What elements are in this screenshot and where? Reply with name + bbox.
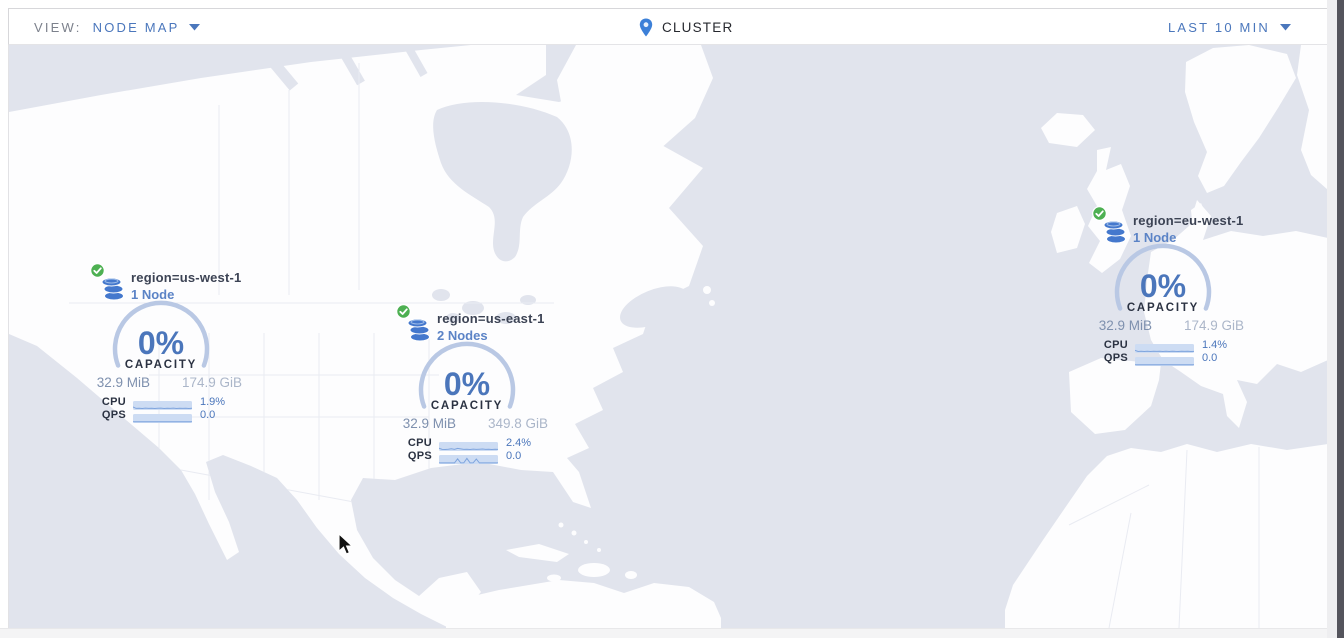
capacity-percent: 0%: [137, 325, 185, 361]
cpu-value: 1.4%: [1202, 339, 1228, 351]
node-status-ok-icon: [90, 263, 105, 278]
database-stack-icon: [407, 316, 433, 344]
cpu-metric-row: CPU 1.4%: [1092, 339, 1307, 353]
node-status-ok-icon: [396, 304, 411, 319]
time-range-value: LAST 10 MIN: [1168, 19, 1270, 35]
region-label: region=eu-west-1: [1133, 213, 1244, 228]
window-edge: [1337, 0, 1344, 638]
qps-label: QPS: [1103, 352, 1128, 364]
chevron-down-icon: [188, 23, 200, 30]
capacity-used: 32.9 MiB: [96, 375, 150, 390]
bottom-strip: [0, 628, 1337, 638]
capacity-total: 174.9 GiB: [1184, 318, 1245, 333]
view-selector-group: VIEW: NODE MAP: [34, 9, 200, 45]
chevron-down-icon: [1280, 23, 1291, 30]
node-count-link[interactable]: 1 Node: [131, 287, 175, 302]
cpu-sparkline: [438, 438, 499, 451]
capacity-used: 32.9 MiB: [402, 416, 456, 431]
capacity-total: 174.9 GiB: [182, 375, 243, 390]
qps-label: QPS: [407, 450, 432, 462]
capacity-label: CAPACITY: [124, 359, 198, 371]
view-dropdown[interactable]: NODE MAP: [93, 20, 200, 35]
capacity-percent: 0%: [1139, 268, 1187, 304]
view-dropdown-value: NODE MAP: [92, 19, 180, 35]
qps-metric-row: QPS 0.0: [396, 450, 611, 464]
qps-value: 0.0: [1202, 352, 1218, 364]
qps-sparkline: [133, 410, 192, 423]
capacity-gauge-ring: [418, 341, 516, 409]
cpu-label: CPU: [101, 396, 126, 408]
cpu-metric-row: CPU 1.9%: [90, 396, 305, 410]
capacity-percent: 0%: [443, 366, 491, 402]
region-marker-eu-west-1[interactable]: region=eu-west-1 1 Node 0% CAPACITY 32.9…: [1092, 206, 1307, 376]
region-label: region=us-east-1: [437, 311, 545, 326]
cpu-value: 1.9%: [200, 396, 226, 408]
cpu-sparkline: [1134, 340, 1195, 353]
region-marker-us-west-1[interactable]: region=us-west-1 1 Node 0% CAPACITY 32.9…: [90, 263, 305, 433]
node-status-ok-icon: [1092, 206, 1107, 221]
map-pin-icon: [639, 18, 653, 36]
node-count-link[interactable]: 2 Nodes: [437, 328, 488, 343]
cpu-value: 2.4%: [506, 437, 532, 449]
cpu-label: CPU: [1103, 339, 1128, 351]
qps-label: QPS: [101, 409, 126, 421]
capacity-used: 32.9 MiB: [1098, 318, 1152, 333]
mouse-cursor: [338, 533, 354, 555]
capacity-gauge-ring: [112, 300, 210, 368]
qps-value: 0.0: [200, 409, 216, 421]
capacity-label: CAPACITY: [1126, 302, 1200, 314]
breadcrumb-cluster-label: CLUSTER: [662, 19, 734, 35]
cpu-sparkline: [132, 397, 193, 410]
time-range-dropdown[interactable]: LAST 10 MIN: [1168, 9, 1291, 45]
region-marker-us-east-1[interactable]: region=us-east-1 2 Nodes 0% CAPACITY 32.…: [396, 304, 611, 474]
capacity-total: 349.8 GiB: [488, 416, 549, 431]
cpu-label: CPU: [407, 437, 432, 449]
qps-metric-row: QPS 0.0: [90, 409, 305, 423]
qps-sparkline: [1135, 353, 1194, 366]
capacity-gauge-ring: [1114, 243, 1212, 311]
qps-metric-row: QPS 0.0: [1092, 352, 1307, 366]
qps-value: 0.0: [506, 450, 522, 462]
qps-sparkline: [439, 451, 498, 464]
region-label: region=us-west-1: [131, 270, 242, 285]
view-label: VIEW:: [34, 19, 82, 35]
world-map-canvas[interactable]: [8, 45, 1328, 628]
node-count-link[interactable]: 1 Node: [1133, 230, 1177, 245]
topbar: VIEW: NODE MAP CLUSTER LAST 10 MIN: [8, 8, 1327, 45]
database-stack-icon: [101, 275, 127, 303]
right-gutter: [1327, 0, 1337, 638]
database-stack-icon: [1103, 218, 1129, 246]
capacity-label: CAPACITY: [430, 400, 504, 412]
breadcrumb[interactable]: CLUSTER: [639, 9, 733, 45]
cpu-metric-row: CPU 2.4%: [396, 437, 611, 451]
